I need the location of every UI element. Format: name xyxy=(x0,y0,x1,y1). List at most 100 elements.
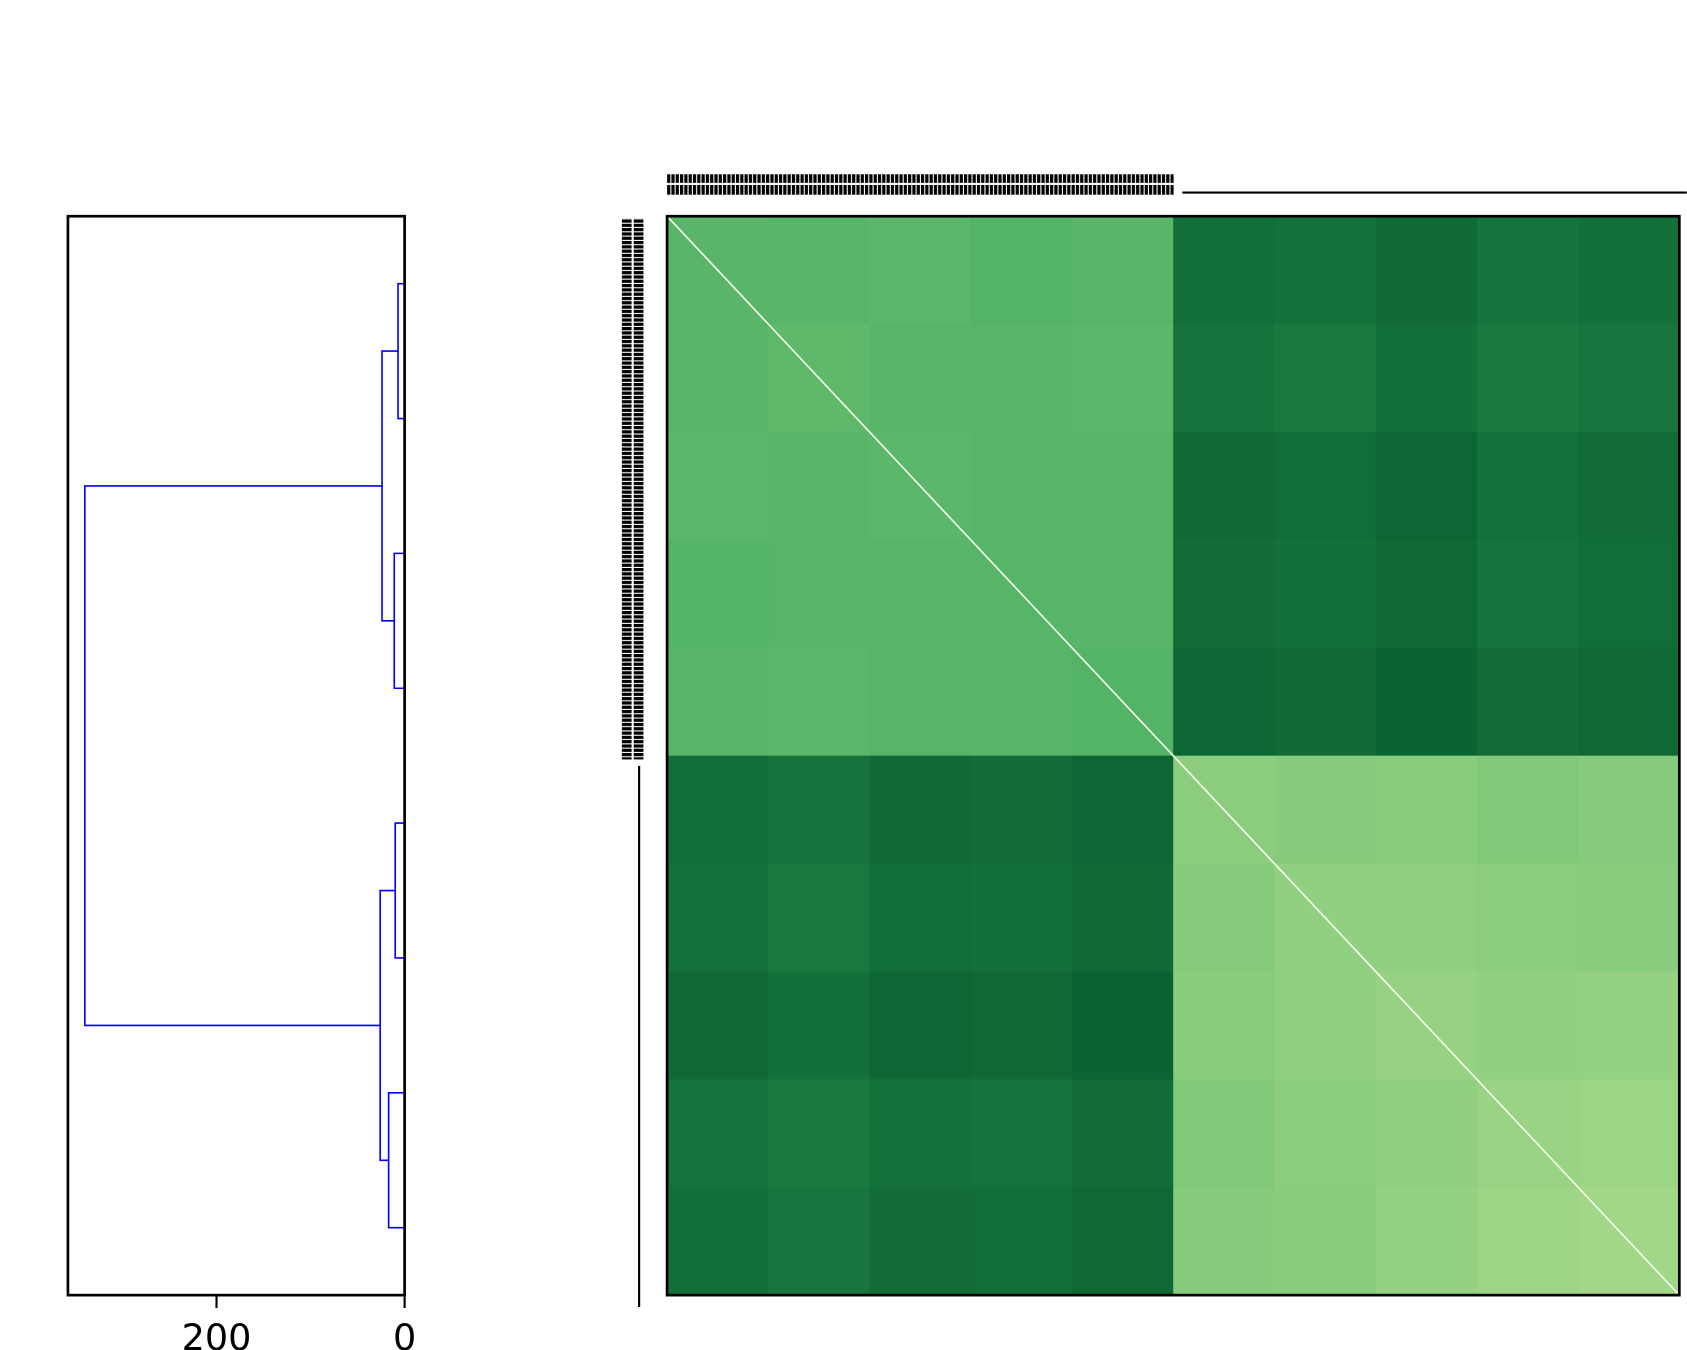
heatmap-cell xyxy=(667,1187,769,1296)
heatmap-cell xyxy=(1173,539,1275,649)
heatmap-cell xyxy=(1274,324,1377,433)
col-leaf-ticks xyxy=(667,174,1174,183)
heatmap-cell xyxy=(970,647,1073,757)
diagonal xyxy=(666,215,1680,1296)
heatmap-cell xyxy=(1173,1187,1275,1296)
heatmap-cell xyxy=(1476,755,1579,865)
heatmap-cell xyxy=(1578,647,1680,757)
dendrogram-link xyxy=(387,1092,405,1229)
heatmap-cell xyxy=(1375,216,1478,325)
heatmap-cell xyxy=(1274,647,1377,757)
heatmap-cell xyxy=(1173,971,1275,1080)
heatmap-cell xyxy=(1274,432,1377,541)
heatmap-cell xyxy=(768,647,871,757)
heatmap-cell xyxy=(1375,432,1478,541)
heatmap-cell xyxy=(1173,432,1275,541)
heatmap-cell xyxy=(1274,971,1377,1080)
heatmap-cell xyxy=(1578,971,1680,1080)
heatmap-cell xyxy=(667,971,769,1080)
heatmap-cell xyxy=(667,539,769,649)
heatmap-cell xyxy=(970,755,1073,865)
heatmap-cell xyxy=(869,863,972,972)
heatmap-cell xyxy=(1578,432,1680,541)
heatmap-cell xyxy=(667,863,769,972)
heatmap-cell xyxy=(1071,324,1174,433)
heatmap-cell xyxy=(1476,863,1579,972)
heatmap-cell xyxy=(1578,539,1680,649)
heatmap-cell xyxy=(869,971,972,1080)
heatmap-cell xyxy=(869,539,972,649)
heatmap-cell xyxy=(1476,324,1579,433)
heatmap-cell xyxy=(1071,1079,1174,1188)
heatmap-cell xyxy=(1173,324,1275,433)
heatmap-cell xyxy=(1274,216,1377,325)
heatmap-cell xyxy=(768,1079,871,1188)
heatmap-cell xyxy=(667,324,769,433)
heatmap-cell xyxy=(1274,755,1377,865)
heatmap-cell xyxy=(1274,1079,1377,1188)
heatmap-cell xyxy=(1375,647,1478,757)
heatmap-cell xyxy=(970,1187,1073,1296)
heatmap-cell xyxy=(1071,432,1174,541)
heatmap-cell xyxy=(667,647,769,757)
heatmap-cell xyxy=(1578,755,1680,865)
heatmap-cell xyxy=(1071,1187,1174,1296)
heatmap-cell xyxy=(768,863,871,972)
heatmap-cell xyxy=(1071,216,1174,325)
heatmap-cell xyxy=(1578,216,1680,325)
heatmap-cell xyxy=(667,1079,769,1188)
heatmap-cell xyxy=(1375,863,1478,972)
heatmap-cell xyxy=(1071,755,1174,865)
heatmap-cell xyxy=(768,216,871,325)
dendrogram xyxy=(84,282,405,1229)
heatmap-cell xyxy=(970,863,1073,972)
heatmap-cell xyxy=(1375,539,1478,649)
dendrogram-link xyxy=(379,889,396,1162)
heatmap-cell xyxy=(768,971,871,1080)
heatmap-cell xyxy=(1476,539,1579,649)
dendrogram-link xyxy=(381,350,399,622)
dendrogram-link xyxy=(84,485,383,1027)
dendrogram-frame xyxy=(66,214,406,1297)
dendrogram-link xyxy=(393,552,405,690)
dendrogram-link xyxy=(397,282,405,420)
heatmap-cell xyxy=(1375,324,1478,433)
heatmap-cell xyxy=(1476,647,1579,757)
heatmap-cell xyxy=(869,755,972,865)
heatmap-cell xyxy=(667,432,769,541)
heatmap-cell xyxy=(1578,1079,1680,1188)
heatmap-cell xyxy=(1476,216,1579,325)
heatmap-cell xyxy=(1071,539,1174,649)
heatmap-cell xyxy=(768,432,871,541)
heatmap-cell xyxy=(1476,432,1579,541)
row-leaf-ticks xyxy=(621,218,632,760)
heatmap-cell xyxy=(1375,1079,1478,1188)
dendrogram-link xyxy=(394,822,405,959)
heatmap-cell xyxy=(1578,863,1680,972)
heatmap-frame xyxy=(665,214,1681,1297)
heatmap-cell xyxy=(1173,1079,1275,1188)
heatmap-cell xyxy=(1274,1187,1377,1296)
heatmap-cell xyxy=(1476,971,1579,1080)
heatmap-cell xyxy=(970,1079,1073,1188)
heatmap-cell xyxy=(1071,971,1174,1080)
heatmap-cell xyxy=(869,1079,972,1188)
heatmap-cell xyxy=(1375,755,1478,865)
heatmap-cell xyxy=(667,755,769,865)
heatmap-cell xyxy=(970,324,1073,433)
heatmap-cell xyxy=(1578,324,1680,433)
row-leaf-ticks xyxy=(633,218,644,760)
heatmap-cell xyxy=(768,1187,871,1296)
heatmap-cell xyxy=(1173,647,1275,757)
heatmap-cell xyxy=(1274,539,1377,649)
heatmap-cell xyxy=(1173,216,1275,325)
heatmap-cell xyxy=(970,216,1073,325)
x-tick-label: 200 xyxy=(182,1316,252,1350)
heatmap-cell xyxy=(1476,1187,1579,1296)
heatmap-cell xyxy=(768,539,871,649)
heatmap-cell xyxy=(1173,863,1275,972)
heatmap xyxy=(667,216,1680,1296)
heatmap-cell xyxy=(1375,1187,1478,1296)
